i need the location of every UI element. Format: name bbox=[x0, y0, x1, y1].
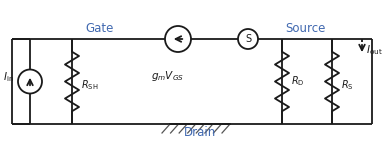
Text: Source: Source bbox=[285, 22, 325, 35]
Circle shape bbox=[238, 29, 258, 49]
Text: $R_{\rm SH}$: $R_{\rm SH}$ bbox=[81, 79, 98, 92]
Text: $I_{\rm in}$: $I_{\rm in}$ bbox=[3, 71, 14, 84]
Text: $g_m V_{GS}$: $g_m V_{GS}$ bbox=[151, 69, 185, 83]
Text: $R_{\rm S}$: $R_{\rm S}$ bbox=[341, 79, 354, 92]
Circle shape bbox=[165, 26, 191, 52]
Text: Gate: Gate bbox=[86, 22, 114, 35]
Text: S: S bbox=[245, 34, 251, 44]
Text: $I_{\rm out}$: $I_{\rm out}$ bbox=[366, 43, 383, 57]
Text: $R_{\rm D}$: $R_{\rm D}$ bbox=[291, 75, 305, 88]
Circle shape bbox=[18, 70, 42, 93]
Text: Drain: Drain bbox=[184, 126, 216, 139]
